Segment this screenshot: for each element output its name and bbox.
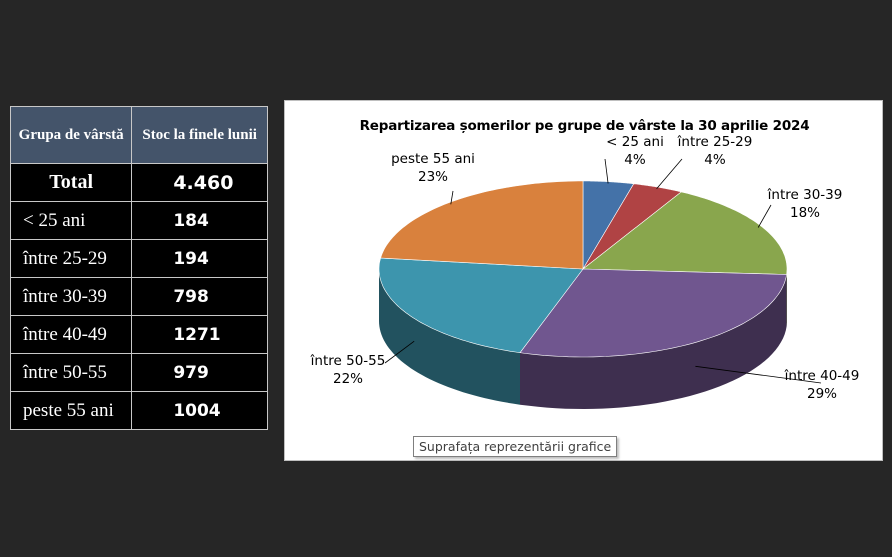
slice-category-label[interactable]: între 30-39 bbox=[767, 187, 843, 203]
row-group: peste 55 ani bbox=[9, 391, 133, 430]
table-row: între 50-55 979 bbox=[9, 353, 268, 392]
leader-line[interactable] bbox=[656, 158, 683, 190]
chart-area-tooltip: Suprafața reprezentării grafice bbox=[413, 436, 618, 457]
total-value: 4.460 bbox=[131, 163, 268, 202]
row-value: 184 bbox=[131, 201, 268, 240]
pie-slice[interactable] bbox=[378, 257, 584, 354]
row-value: 194 bbox=[131, 239, 268, 278]
age-group-table: Grupa de vârstă Stoc la finele lunii Tot… bbox=[9, 106, 268, 430]
row-value: 979 bbox=[131, 353, 268, 392]
row-group: între 25-29 bbox=[9, 239, 133, 278]
slice-percent-label[interactable]: 4% bbox=[624, 152, 646, 168]
row-group: < 25 ani bbox=[9, 201, 133, 240]
slice-percent-label[interactable]: 23% bbox=[418, 169, 448, 185]
pie-chart[interactable]: < 25 ani 4% între 25-29 4% între 30-39 18% înt… bbox=[285, 101, 884, 462]
leader-line[interactable] bbox=[757, 204, 772, 228]
table-row: între 25-29 194 bbox=[9, 239, 268, 278]
row-group: între 30-39 bbox=[9, 277, 133, 316]
slice-category-label[interactable]: între 40-49 bbox=[784, 368, 860, 384]
row-group: între 50-55 bbox=[9, 353, 133, 392]
slice-percent-label[interactable]: 29% bbox=[807, 386, 837, 402]
chart-title: Repartizarea șomerilor pe grupe de vârst… bbox=[359, 118, 810, 134]
pie-slice-side[interactable] bbox=[379, 269, 520, 405]
pie-slice[interactable] bbox=[519, 268, 787, 358]
slice-percent-label[interactable]: 22% bbox=[333, 371, 363, 387]
leader-line[interactable] bbox=[695, 365, 822, 384]
leader-line[interactable] bbox=[604, 158, 609, 184]
header-age-group: Grupa de vârstă bbox=[9, 106, 133, 164]
table-row: între 30-39 798 bbox=[9, 277, 268, 316]
slice-category-label[interactable]: peste 55 ani bbox=[391, 151, 475, 167]
table-row: între 40-49 1271 bbox=[9, 315, 268, 354]
row-group: între 40-49 bbox=[9, 315, 133, 354]
pie-slice[interactable] bbox=[380, 180, 584, 270]
pie-slice-side[interactable] bbox=[520, 274, 787, 410]
pie-slice[interactable] bbox=[582, 180, 635, 271]
row-value: 1004 bbox=[131, 391, 268, 430]
chart-area[interactable]: < 25 ani 4% între 25-29 4% între 30-39 18% înt… bbox=[284, 100, 883, 461]
table-row-total: Total 4.460 bbox=[9, 163, 268, 202]
pie-side-walls[interactable] bbox=[379, 269, 787, 409]
slice-category-label[interactable]: între 25-29 bbox=[677, 134, 753, 150]
slice-percent-label[interactable]: 4% bbox=[704, 152, 726, 168]
table-row: peste 55 ani 1004 bbox=[9, 391, 268, 430]
slice-category-label[interactable]: între 50-55 bbox=[310, 353, 386, 369]
row-value: 1271 bbox=[131, 315, 268, 354]
leader-line[interactable] bbox=[384, 340, 415, 364]
slice-percent-label[interactable]: 18% bbox=[790, 205, 820, 221]
leader-line[interactable] bbox=[450, 190, 454, 205]
total-label: Total bbox=[9, 163, 133, 202]
table-row: < 25 ani 184 bbox=[9, 201, 268, 240]
header-stock: Stoc la finele lunii bbox=[131, 106, 268, 164]
table-header-row: Grupa de vârstă Stoc la finele lunii bbox=[9, 106, 268, 164]
pie-labels[interactable]: < 25 ani 4% între 25-29 4% între 30-39 18% înt… bbox=[310, 134, 860, 402]
row-value: 798 bbox=[131, 277, 268, 316]
pie-slice[interactable] bbox=[582, 191, 788, 275]
slice-category-label[interactable]: < 25 ani bbox=[606, 134, 664, 150]
pie-slices[interactable] bbox=[378, 180, 788, 358]
